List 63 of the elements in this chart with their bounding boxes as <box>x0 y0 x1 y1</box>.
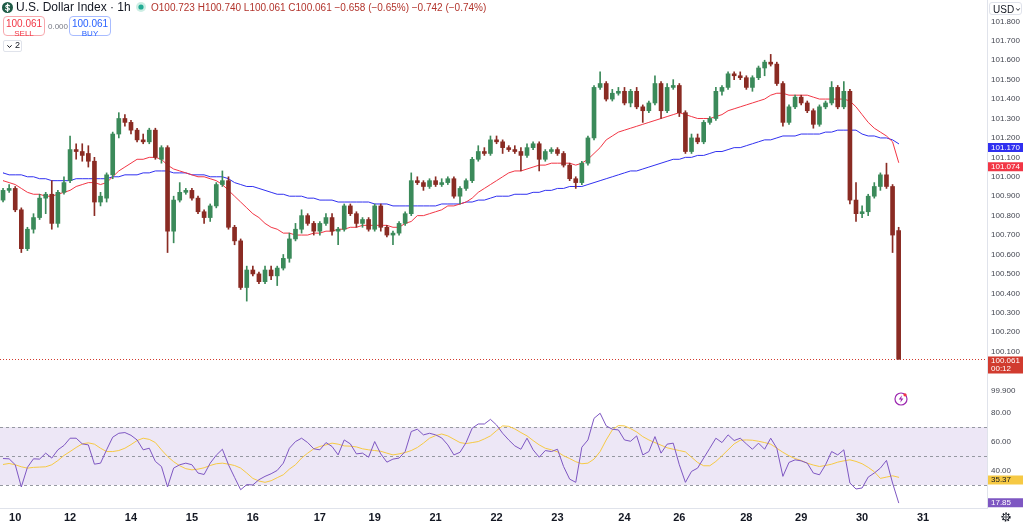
y-axis-title: USD <box>993 4 1015 15</box>
x-tick-label: 16 <box>246 510 259 523</box>
x-tick-label: 26 <box>673 510 686 523</box>
buy-button: 100.061 BUY <box>69 16 111 36</box>
y-tick-label: 100.300 <box>991 307 1021 317</box>
x-tick-label: 15 <box>185 510 199 523</box>
x-tick-label: 31 <box>916 510 930 523</box>
ref-line-label: 100.061 <box>991 356 1021 366</box>
y-tick-label: 100.400 <box>991 288 1021 298</box>
y-tick-label: 101.000 <box>991 171 1021 181</box>
y-tick-label: 101.100 <box>991 152 1021 162</box>
x-tick-label: 28 <box>740 510 753 523</box>
candlestick <box>670 79 676 90</box>
x-tick-label: 23 <box>551 510 564 523</box>
y-tick-label: 101.800 <box>991 16 1021 26</box>
x-tick-label: 22 <box>490 510 503 523</box>
text: 101.170 <box>991 142 1021 152</box>
y-tick-label: 100.900 <box>991 191 1021 201</box>
x-tick-label: 24 <box>618 510 632 523</box>
annotation: BUY <box>80 29 100 38</box>
annotation: 100.061 <box>70 18 110 29</box>
y-tick-label: 99.900 <box>991 385 1017 395</box>
sell-button: 100.061 SELL <box>3 16 45 36</box>
x-tick-label: 12 <box>63 510 77 523</box>
y-tick-label: 101.600 <box>991 55 1021 65</box>
chart-subtitle: O100.723 H100.740 L100.061 C100.061 −0.658 (−0.65%) −0.742 (−0.74%) <box>151 2 487 13</box>
x-tick-label: 29 <box>795 510 808 523</box>
annotation: 0.000 <box>48 22 69 31</box>
y-tick-label: 101.700 <box>991 36 1021 45</box>
y-tick-label: 101.300 <box>991 113 1021 123</box>
y-tick-label: 101.200 <box>991 133 1021 143</box>
annotation: 100.061 <box>4 18 44 29</box>
y-tick-label: 100.500 <box>991 269 1021 279</box>
y-tick-label: 100.200 <box>991 327 1021 337</box>
y-tick-label: 40.00 <box>991 465 1012 475</box>
y-tick-label: 100.800 <box>991 210 1021 220</box>
candlestick <box>518 147 524 172</box>
x-tick-label: 10 <box>9 510 22 523</box>
y-tick-label: 100.600 <box>991 249 1021 259</box>
candlestick <box>43 191 49 215</box>
y-tick-label: 101.400 <box>991 94 1021 104</box>
unit-dropdown: USD <box>989 2 1022 15</box>
x-tick-label: 17 <box>313 510 326 523</box>
x-tick-label: 19 <box>368 510 381 523</box>
y-tick-label: 100.700 <box>991 230 1021 240</box>
annotation: 2 <box>15 40 21 50</box>
y-tick-label: 100.100 <box>991 346 1021 356</box>
x-tick-label: 21 <box>429 510 442 523</box>
chart-title: U.S. Dollar Index · 1h <box>16 0 131 14</box>
x-tick-label: 14 <box>124 510 138 523</box>
text: 101.074 <box>991 162 1021 172</box>
y-tick-label: 101.500 <box>991 74 1021 84</box>
annotation: SELL <box>13 29 35 38</box>
text: 00:12 <box>991 364 1012 374</box>
candlestick <box>640 104 646 123</box>
y-tick-label: 80.00 <box>991 407 1012 417</box>
x-tick-label: 30 <box>855 510 869 523</box>
candlestick <box>859 205 865 218</box>
y-tick-label: 60.00 <box>991 436 1012 446</box>
text: 35.37 <box>991 475 1012 485</box>
candlestick <box>73 143 79 160</box>
collapse-button: 2 <box>3 40 22 52</box>
text: 17.85 <box>991 497 1012 507</box>
